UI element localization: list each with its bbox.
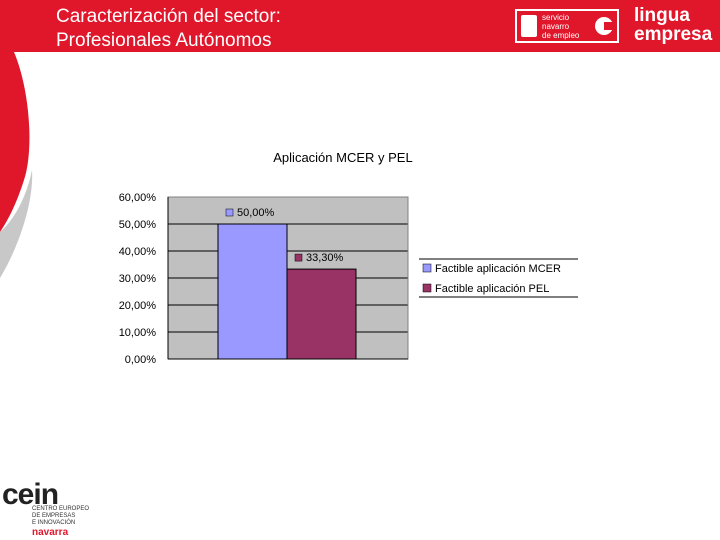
- legend-label-2: Factible aplicación PEL: [435, 283, 549, 295]
- cein-logo-line-3: E INNOVACIÓN: [32, 520, 76, 526]
- legend-swatch-1: [422, 263, 432, 273]
- y-tick-label: 60,00%: [119, 192, 157, 204]
- sne-logo-line-2: navarro: [542, 22, 570, 31]
- page-title-line-1: Caracterización del sector:: [56, 6, 281, 27]
- data-label-swatch: [225, 208, 234, 217]
- data-label-swatch: [294, 253, 303, 262]
- sne-logo-line-1: servicio: [542, 13, 570, 22]
- cein-region: navarra: [32, 527, 69, 538]
- lingua-logo-line-1: lingua: [634, 5, 690, 26]
- page-title: Caracterización del sector: Profesionale…: [56, 5, 281, 53]
- data-label: 50,00%: [237, 207, 275, 219]
- legend: Factible aplicación MCER Factible aplicac…: [419, 258, 578, 298]
- y-tick-label: 20,00%: [119, 300, 157, 312]
- bar-1: [217, 223, 288, 360]
- data-label: 33,30%: [306, 252, 344, 264]
- y-tick-label: 10,00%: [119, 327, 157, 339]
- legend-label-1: Factible aplicación MCER: [435, 263, 561, 275]
- bar-2: [286, 268, 357, 360]
- servicio-navarro-empleo-logo: servicio navarro de empleo: [515, 9, 619, 43]
- y-tick-label: 0,00%: [125, 354, 156, 366]
- y-tick-label: 40,00%: [119, 246, 157, 258]
- cein-logo: cein CENTRO EUROPEO DE EMPRESAS E INNOVA…: [2, 478, 102, 540]
- sne-c-mark-icon: [595, 17, 614, 35]
- sne-logo-line-3: de empleo: [542, 31, 580, 40]
- navarra-crest-icon: [521, 15, 537, 37]
- decorative-swoosh: [0, 52, 33, 278]
- lingua-logo-line-2: empresa: [634, 24, 713, 45]
- page-title-line-2: Profesionales Autónomos: [56, 30, 272, 51]
- y-tick-label: 50,00%: [119, 219, 157, 231]
- legend-swatch-2: [422, 283, 432, 293]
- lingua-empresa-logo: lingua empresa: [634, 6, 712, 44]
- cein-brand: cein: [2, 478, 59, 511]
- chart-title: Aplicación MCER y PEL: [273, 150, 412, 165]
- cein-logo-line-2: DE EMPRESAS: [32, 513, 76, 519]
- y-tick-label: 30,00%: [119, 273, 157, 285]
- cein-logo-line-1: CENTRO EUROPEO: [32, 506, 90, 512]
